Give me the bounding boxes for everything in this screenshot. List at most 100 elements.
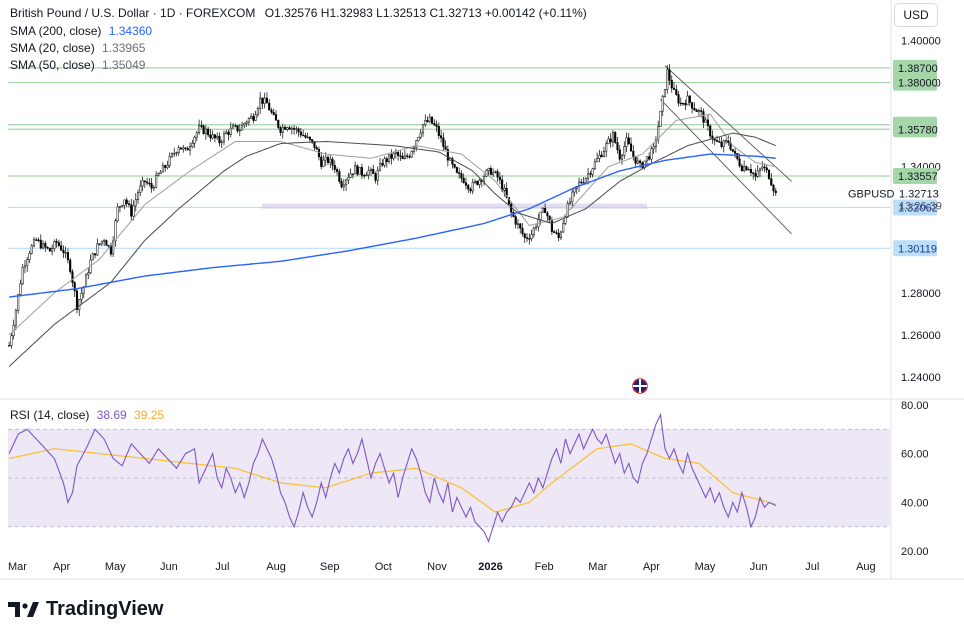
candle-body[interactable] bbox=[336, 169, 339, 172]
candle-body[interactable] bbox=[227, 131, 230, 135]
candle-body[interactable] bbox=[394, 152, 397, 154]
candle-body[interactable] bbox=[71, 271, 74, 283]
candle-body[interactable] bbox=[519, 223, 522, 229]
candle-body[interactable] bbox=[672, 87, 676, 90]
candle-body[interactable] bbox=[600, 154, 603, 157]
candle-body[interactable] bbox=[736, 153, 739, 160]
candle-body[interactable] bbox=[166, 165, 169, 168]
candle-body[interactable] bbox=[602, 150, 605, 157]
candle-body[interactable] bbox=[157, 173, 160, 176]
candle-body[interactable] bbox=[408, 156, 411, 158]
candle-body[interactable] bbox=[60, 245, 63, 251]
candle-body[interactable] bbox=[369, 168, 373, 171]
candle-body[interactable] bbox=[225, 131, 228, 135]
level-tag[interactable] bbox=[893, 199, 937, 216]
candle-body[interactable] bbox=[164, 165, 167, 168]
candle-body[interactable] bbox=[715, 140, 719, 142]
candle-body[interactable] bbox=[311, 139, 314, 142]
candle-body[interactable] bbox=[652, 146, 655, 149]
candle-body[interactable] bbox=[73, 282, 76, 292]
candle-body[interactable] bbox=[693, 108, 696, 111]
candle-body[interactable] bbox=[345, 179, 348, 186]
candle-body[interactable] bbox=[498, 176, 501, 181]
candle-body[interactable] bbox=[774, 190, 777, 193]
candle-body[interactable] bbox=[428, 116, 431, 123]
candle-body[interactable] bbox=[195, 132, 198, 138]
candle-body[interactable] bbox=[8, 345, 11, 347]
candle-body[interactable] bbox=[643, 160, 646, 168]
candle-body[interactable] bbox=[711, 135, 714, 140]
candle-body[interactable] bbox=[392, 153, 395, 159]
candle-body[interactable] bbox=[333, 165, 336, 170]
candle-body[interactable] bbox=[268, 102, 271, 111]
candle-body[interactable] bbox=[57, 242, 60, 246]
candle-body[interactable] bbox=[623, 146, 626, 156]
candle-body[interactable] bbox=[383, 158, 386, 166]
candle-body[interactable] bbox=[313, 141, 316, 148]
candle-body[interactable] bbox=[48, 247, 51, 252]
candle-body[interactable] bbox=[385, 158, 388, 163]
candle-body[interactable] bbox=[30, 245, 33, 254]
candle-body[interactable] bbox=[691, 102, 694, 109]
candle-body[interactable] bbox=[562, 223, 565, 233]
price-pane[interactable] bbox=[8, 64, 890, 367]
candle-body[interactable] bbox=[636, 160, 639, 164]
candle-body[interactable] bbox=[740, 165, 743, 171]
candle-body[interactable] bbox=[173, 153, 176, 155]
candle-body[interactable] bbox=[198, 125, 201, 133]
candle-body[interactable] bbox=[168, 155, 171, 166]
candle-body[interactable] bbox=[211, 134, 214, 139]
candle-body[interactable] bbox=[191, 143, 194, 147]
candle-body[interactable] bbox=[550, 220, 553, 232]
candle-body[interactable] bbox=[114, 220, 117, 242]
candle-body[interactable] bbox=[222, 133, 226, 143]
candle-body[interactable] bbox=[229, 127, 232, 135]
candle-body[interactable] bbox=[584, 178, 587, 183]
candle-body[interactable] bbox=[189, 146, 192, 151]
candle-body[interactable] bbox=[17, 294, 20, 311]
level-tag[interactable] bbox=[893, 168, 937, 185]
candle-body[interactable] bbox=[697, 110, 700, 112]
candle-body[interactable] bbox=[231, 125, 235, 129]
candle-body[interactable] bbox=[523, 233, 526, 238]
candle-body[interactable] bbox=[19, 283, 22, 295]
symbol-header[interactable]: British Pound / U.S. Dollar · 1D · FOREX… bbox=[10, 6, 587, 20]
candle-body[interactable] bbox=[130, 204, 133, 217]
candle-body[interactable] bbox=[492, 172, 495, 175]
candle-body[interactable] bbox=[627, 137, 630, 145]
candle-body[interactable] bbox=[756, 170, 759, 177]
candle-body[interactable] bbox=[356, 165, 359, 175]
candle-body[interactable] bbox=[702, 111, 705, 123]
candle-body[interactable] bbox=[279, 127, 282, 133]
tradingview-logo[interactable]: TradingView bbox=[8, 598, 163, 621]
candle-body[interactable] bbox=[274, 114, 278, 121]
candle-body[interactable] bbox=[580, 181, 583, 184]
candle-body[interactable] bbox=[365, 174, 368, 177]
candle-body[interactable] bbox=[256, 108, 259, 116]
candle-body[interactable] bbox=[390, 154, 393, 159]
level-tag[interactable] bbox=[893, 121, 937, 138]
candle-body[interactable] bbox=[403, 155, 406, 160]
candle-body[interactable] bbox=[582, 182, 585, 184]
candle-body[interactable] bbox=[532, 227, 535, 236]
candle-body[interactable] bbox=[745, 166, 748, 171]
candle-body[interactable] bbox=[193, 136, 196, 144]
rsi-line[interactable] bbox=[8, 412, 777, 543]
candle-body[interactable] bbox=[62, 249, 65, 253]
candle-body[interactable] bbox=[415, 140, 418, 148]
candle-body[interactable] bbox=[177, 147, 180, 153]
candle-body[interactable] bbox=[758, 168, 762, 172]
candle-body[interactable] bbox=[489, 168, 492, 175]
candle-body[interactable] bbox=[718, 141, 721, 143]
candle-body[interactable] bbox=[155, 174, 158, 188]
currency-button[interactable]: USD bbox=[894, 3, 938, 27]
candle-body[interactable] bbox=[204, 128, 207, 134]
candle-body[interactable] bbox=[546, 212, 549, 217]
candle-body[interactable] bbox=[277, 120, 280, 128]
sma200-legend[interactable]: SMA (200, close) 1.34360 bbox=[10, 24, 152, 38]
candle-body[interactable] bbox=[458, 172, 461, 174]
candle-body[interactable] bbox=[39, 239, 42, 249]
candle-body[interactable] bbox=[682, 102, 685, 105]
candle-body[interactable] bbox=[634, 156, 637, 164]
